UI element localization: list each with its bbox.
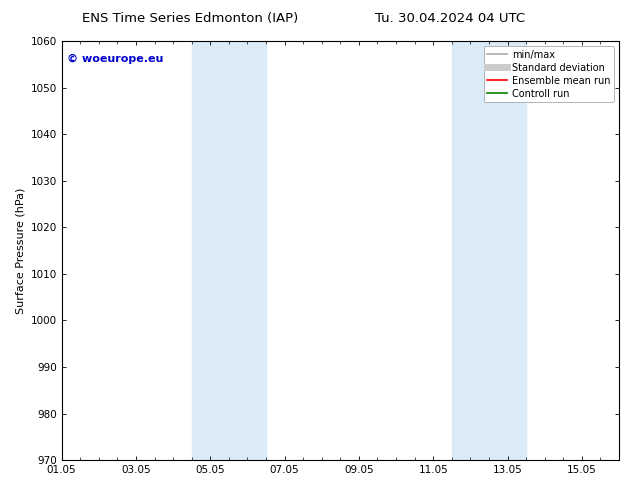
Bar	[452, 41, 526, 460]
Text: Tu. 30.04.2024 04 UTC: Tu. 30.04.2024 04 UTC	[375, 12, 525, 25]
Text: © woeurope.eu: © woeurope.eu	[67, 53, 164, 64]
Text: ENS Time Series Edmonton (IAP): ENS Time Series Edmonton (IAP)	[82, 12, 299, 25]
Legend: min/max, Standard deviation, Ensemble mean run, Controll run: min/max, Standard deviation, Ensemble me…	[484, 46, 614, 102]
Y-axis label: Surface Pressure (hPa): Surface Pressure (hPa)	[15, 187, 25, 314]
Bar	[191, 41, 266, 460]
